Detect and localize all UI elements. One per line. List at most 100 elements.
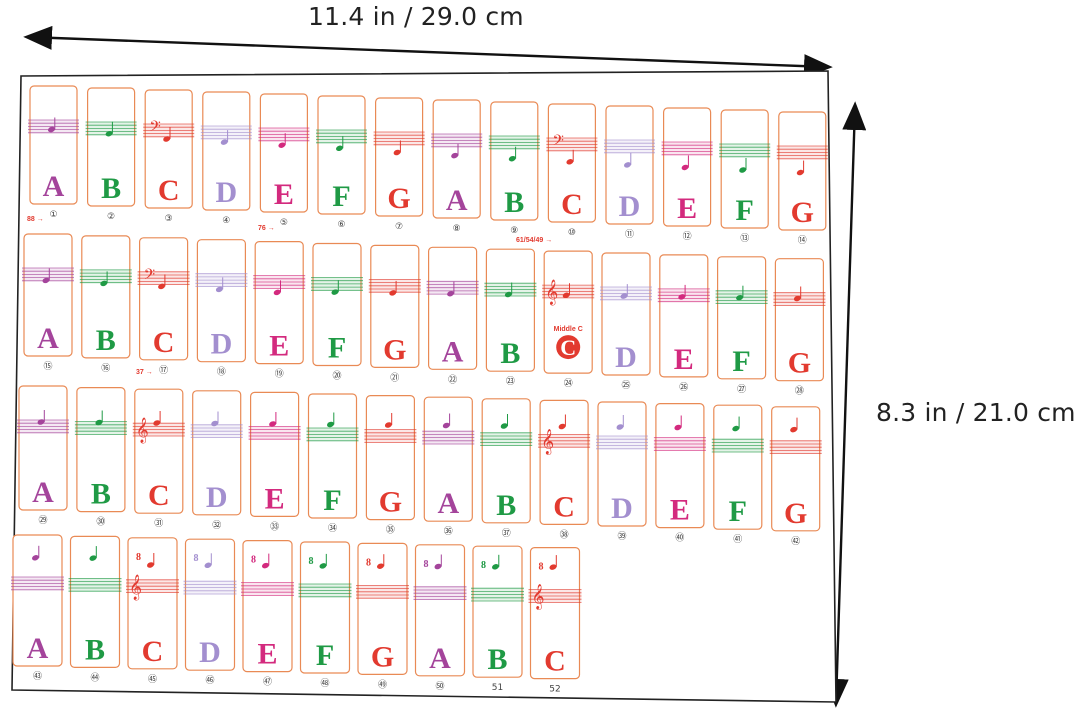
key-number: ⑦ bbox=[395, 222, 403, 232]
key-sticker-g: G㉟ bbox=[364, 395, 417, 536]
key-letter: F bbox=[736, 194, 754, 227]
staff-band bbox=[143, 124, 195, 137]
sticker-card bbox=[299, 541, 351, 674]
sticker-card bbox=[76, 387, 126, 513]
key-letter: F bbox=[332, 180, 350, 213]
key-letter: D bbox=[206, 481, 228, 514]
key-sticker-b: B㉚ bbox=[74, 387, 127, 528]
note-head bbox=[616, 424, 624, 430]
key-sticker-e: E⑤ bbox=[258, 93, 310, 228]
key-letter: A bbox=[446, 184, 468, 217]
key-letter: B bbox=[504, 186, 524, 219]
key-letter: F bbox=[323, 484, 341, 517]
staff-band bbox=[484, 283, 537, 297]
sticker-card bbox=[307, 393, 358, 519]
note-head bbox=[48, 126, 55, 133]
treble-clef-icon: 𝄞 bbox=[129, 574, 142, 600]
key-number: ㊴ bbox=[617, 531, 626, 542]
key-letter: E bbox=[269, 330, 289, 363]
key-sticker-g: G⑦ bbox=[373, 97, 425, 232]
staff-band bbox=[661, 142, 713, 155]
staff-band bbox=[719, 144, 771, 157]
note-head bbox=[549, 564, 557, 570]
note-head bbox=[389, 290, 397, 296]
note-head bbox=[100, 280, 108, 287]
staff-band bbox=[311, 277, 363, 291]
key-number: ⑩ bbox=[568, 228, 576, 238]
ottava-mark: 8 bbox=[539, 562, 544, 573]
key-number: ㊶ bbox=[733, 534, 742, 545]
sticker-card bbox=[12, 534, 63, 667]
staff-band bbox=[431, 134, 483, 147]
sticker-card bbox=[127, 537, 178, 670]
key-sticker-f: F⑥ bbox=[316, 95, 367, 230]
staff-band bbox=[306, 428, 359, 441]
sticker-card bbox=[375, 97, 424, 217]
note-head bbox=[331, 289, 339, 295]
staff-band bbox=[769, 440, 822, 454]
key-sticker-a: A㉙ bbox=[17, 385, 69, 526]
ottava-mark: 8 bbox=[424, 559, 429, 570]
note-head bbox=[732, 425, 740, 432]
key-number: ⑮ bbox=[43, 361, 52, 372]
key-number: ㉗ bbox=[737, 384, 746, 395]
key-letter: G bbox=[788, 347, 811, 380]
key-sticker-c: 𝄞 C ㊳ bbox=[538, 399, 591, 540]
note-head bbox=[504, 291, 512, 298]
key-sticker-e: E㉖ bbox=[657, 254, 710, 393]
note-head bbox=[447, 290, 455, 297]
note-head bbox=[215, 286, 223, 293]
key-number: ㊺ bbox=[148, 674, 157, 685]
key-letter: F bbox=[729, 495, 747, 528]
sticker-card bbox=[543, 250, 593, 374]
key-number: ㊱ bbox=[444, 526, 453, 537]
key-number: ⑨ bbox=[510, 226, 518, 236]
staff-band bbox=[368, 279, 421, 293]
note-head bbox=[37, 419, 45, 425]
note-head bbox=[105, 130, 113, 137]
sticker-card bbox=[428, 246, 478, 370]
sticker-card bbox=[202, 91, 251, 211]
bass-clef-icon: 𝄢 bbox=[144, 266, 156, 287]
key-sticker-e: E㉝ bbox=[248, 391, 301, 532]
key-count-88-label: 88 → bbox=[27, 216, 44, 223]
staff-band bbox=[546, 138, 598, 151]
key-number: ㊳ bbox=[560, 529, 569, 540]
key-letter: A bbox=[37, 322, 59, 355]
sticker-card bbox=[539, 399, 589, 525]
key-number: ㉖ bbox=[679, 382, 688, 393]
key-number: 52 bbox=[549, 685, 560, 695]
key-letter: G bbox=[791, 196, 814, 229]
key-sticker-a: A㊿ bbox=[413, 544, 467, 692]
key-sticker-f: F㉞ bbox=[306, 393, 359, 534]
key-number: ㉜ bbox=[212, 520, 221, 531]
staff-band bbox=[480, 432, 533, 446]
staff-band bbox=[471, 588, 524, 602]
sticker-card bbox=[254, 241, 304, 365]
key-number: ㉑ bbox=[390, 372, 399, 383]
key-number: ③ bbox=[165, 214, 173, 224]
sticker-card bbox=[713, 404, 763, 530]
key-letter: B bbox=[96, 324, 116, 357]
note-head bbox=[163, 136, 171, 142]
note-head bbox=[220, 139, 228, 145]
staff-band bbox=[528, 589, 582, 603]
staff-band bbox=[776, 146, 828, 159]
key-letter: E bbox=[670, 494, 690, 527]
key-sticker-d: D⑱ bbox=[195, 239, 248, 378]
key-sticker-f: F㉗ bbox=[715, 256, 768, 395]
key-letter: E bbox=[274, 178, 294, 211]
key-number: ㉘ bbox=[795, 386, 804, 397]
note-head bbox=[624, 162, 631, 168]
staff-band bbox=[488, 136, 540, 149]
key-number: ⑧ bbox=[453, 224, 461, 234]
key-number: ④ bbox=[222, 216, 230, 226]
sticker-card bbox=[655, 403, 705, 529]
key-sticker-c: 𝄞 C 52 bbox=[528, 546, 582, 695]
key-sticker-b: B⑯ bbox=[79, 235, 132, 374]
staff-band bbox=[596, 436, 648, 449]
sticker-card bbox=[69, 535, 121, 669]
ottava-mark: 8 bbox=[481, 560, 486, 571]
note-head bbox=[620, 293, 628, 299]
key-letter: G bbox=[387, 182, 410, 215]
